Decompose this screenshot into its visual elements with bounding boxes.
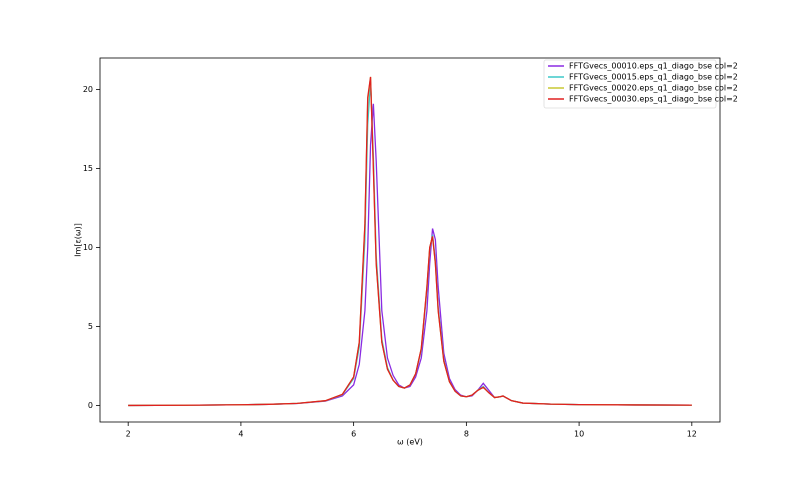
x-tick-label: 2 (126, 430, 131, 439)
data-line (128, 76, 692, 407)
legend-label: FFTGvecs_00015.eps_q1_diago_bse col=2 (569, 73, 738, 82)
x-tick-label: 4 (238, 430, 243, 439)
y-tick-label: 5 (88, 322, 93, 331)
legend-box (543, 59, 717, 109)
y-tick-label: 10 (83, 243, 93, 252)
y-axis-label: Im[ε(ω)] (74, 223, 83, 257)
legend-label: FFTGvecs_00030.eps_q1_diago_bse col=2 (569, 95, 738, 104)
plot-frame (99, 57, 721, 423)
y-tick-label: 0 (88, 401, 93, 410)
x-tick-label: 8 (464, 430, 469, 439)
x-axis-label: ω (eV) (397, 438, 423, 447)
x-tick-label: 10 (574, 430, 584, 439)
x-tick-label: 6 (351, 430, 356, 439)
y-tick-label: 15 (83, 164, 93, 173)
x-tick-label: 12 (687, 430, 697, 439)
legend-label: FFTGvecs_00010.eps_q1_diago_bse col=2 (569, 62, 738, 71)
legend-label: FFTGvecs_00020.eps_q1_diago_bse col=2 (569, 84, 738, 93)
y-tick-label: 20 (83, 85, 93, 94)
